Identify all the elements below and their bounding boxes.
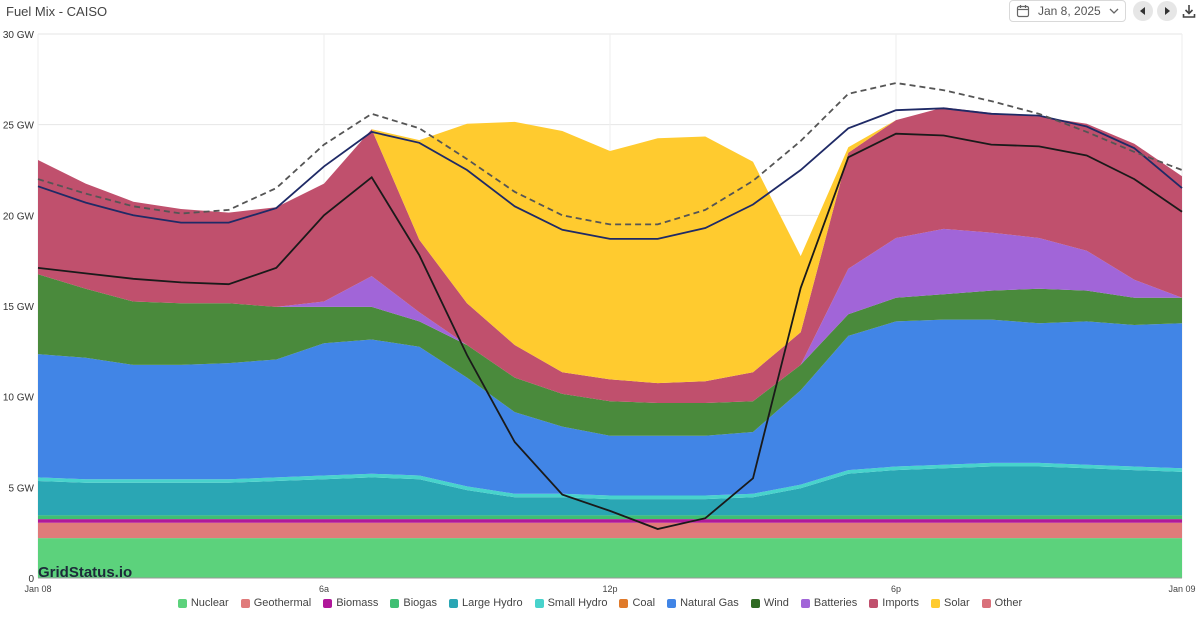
date-picker[interactable]: Jan 8, 2025 [1009,0,1126,22]
area-imports[interactable] [38,107,1182,404]
arrow-right-icon [1165,7,1170,15]
x-tick-label: Jan 09 [1168,584,1195,594]
legend-item-nuclear[interactable]: Nuclear [177,597,229,609]
y-tick-label: 0 [28,574,34,585]
area-nuclear[interactable] [38,538,1182,578]
legend-item-imports[interactable]: Imports [869,597,919,609]
legend-item-natural-gas[interactable]: Natural Gas [667,597,739,609]
y-tick-label: 10 GW [3,393,35,404]
legend-item-wind[interactable]: Wind [750,597,789,609]
legend-label: Wind [763,597,789,609]
legend-swatch [177,598,187,608]
area-small-hydro[interactable] [38,462,1182,500]
legend-swatch [981,598,991,608]
y-tick-label: 5 GW [8,483,34,494]
arrow-left-icon [1140,7,1145,15]
legend-item-geothermal[interactable]: Geothermal [240,597,312,609]
legend-label: Biogas [403,597,438,609]
legend-label: Natural Gas [680,597,739,609]
legend-swatch [800,598,810,608]
next-day-button[interactable] [1157,1,1177,21]
legend-label: Biomass [336,597,379,609]
legend-label: Small Hydro [547,597,608,609]
legend-item-coal[interactable]: Coal [619,597,655,609]
legend-label: Coal [632,597,656,609]
legend-item-biomass[interactable]: Biomass [323,597,378,609]
chart-legend: Nuclear Geothermal Biomass Biogas Large Hydr… [0,597,1200,609]
line-demand[interactable] [37,107,1183,240]
x-tick-label: Jan 08 [24,584,51,594]
area-geothermal[interactable] [38,522,1182,539]
page-title: Fuel Mix - CAISO [6,4,108,19]
legend-swatch [667,598,677,608]
legend-item-solar[interactable]: Solar [930,597,970,609]
legend-label: Large Hydro [462,597,523,609]
area-wind[interactable] [38,274,1182,436]
line-net-load[interactable] [37,132,1183,530]
legend-label: Solar [943,597,970,609]
legend-item-batteries[interactable]: Batteries [800,597,858,609]
legend-swatch [390,598,400,608]
legend-swatch [534,598,544,608]
legend-label: Geothermal [253,597,312,609]
legend-item-biogas[interactable]: Biogas [390,597,437,609]
legend-item-other[interactable]: Other [981,597,1023,609]
date-label: Jan 8, 2025 [1038,4,1101,18]
area-batteries[interactable] [38,228,1182,403]
y-tick-label: 25 GW [3,121,35,132]
area-large-hydro[interactable] [38,466,1182,516]
brand-watermark: GridStatus.io [38,564,133,581]
x-tick-label: 12p [602,584,617,594]
legend-label: Batteries [813,597,858,609]
download-icon[interactable] [1181,3,1197,19]
x-tick-label: 6p [891,584,901,594]
legend-label: Nuclear [190,597,229,609]
chevron-down-icon [1109,8,1119,14]
area-natural-gas[interactable] [38,319,1182,496]
legend-swatch [930,598,940,608]
legend-swatch [323,598,333,608]
y-tick-label: 15 GW [3,302,35,313]
area-solar[interactable] [38,107,1182,384]
legend-item-large-hydro[interactable]: Large Hydro [449,597,523,609]
legend-label: Other [994,597,1023,609]
legend-swatch [869,598,879,608]
legend-swatch [619,598,629,608]
legend-item-small-hydro[interactable]: Small Hydro [534,597,608,609]
legend-swatch [240,598,250,608]
y-tick-label: 20 GW [3,211,35,222]
previous-day-button[interactable] [1133,1,1153,21]
x-tick-label: 6a [319,584,329,594]
calendar-icon [1016,5,1030,18]
area-biomass[interactable] [38,519,1182,523]
area-biogas[interactable] [38,515,1182,520]
line-forecast[interactable] [37,82,1183,226]
legend-swatch [449,598,459,608]
y-tick-label: 30 GW [3,30,35,41]
legend-label: Imports [882,597,919,609]
legend-swatch [750,598,760,608]
fuel-mix-chart[interactable]: 0 5 GW 10 GW 15 GW 20 GW 25 GW 30 GW Jan 08 6a 12… [0,22,1200,597]
